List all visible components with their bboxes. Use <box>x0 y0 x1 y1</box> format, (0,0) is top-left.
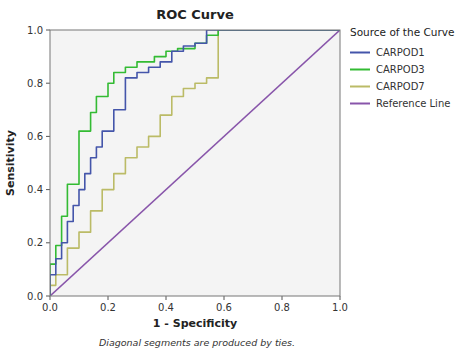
x-tick <box>282 296 283 300</box>
y-tick-label: 0.0 <box>27 291 43 302</box>
x-tick-label: 0.6 <box>216 302 232 313</box>
lines <box>50 30 340 296</box>
y-tick-label: 0.4 <box>27 184 43 195</box>
plot-area <box>50 30 340 296</box>
legend-swatch <box>350 52 370 54</box>
y-tick-label: 0.6 <box>27 131 43 142</box>
y-tick-label: 0.8 <box>27 78 43 89</box>
y-tick <box>46 189 50 190</box>
x-tick <box>224 296 225 300</box>
x-axis-label: 1 - Specificity <box>153 317 237 330</box>
legend: Source of the Curve CARPOD1 CARPOD3 CARPOD7… <box>350 26 454 109</box>
y-tick <box>46 242 50 243</box>
x-tick <box>108 296 109 300</box>
legend-entry: Reference Line <box>376 98 450 109</box>
x-tick-label: 0.0 <box>42 302 58 313</box>
y-tick <box>46 83 50 84</box>
x-tick-label: 0.2 <box>100 302 116 313</box>
legend-swatch <box>350 86 370 88</box>
legend-title: Source of the Curve <box>350 26 454 38</box>
y-axis-label: Sensitivity <box>4 130 17 196</box>
x-tick-label: 1.0 <box>332 302 348 313</box>
x-tick <box>340 296 341 300</box>
y-tick <box>46 296 50 297</box>
chart: 0.0 0.2 0.4 0.6 0.8 1.0 0.0 0.2 0.4 0.6 0.8 1.0 ROC … <box>0 0 474 354</box>
x-tick-label: 0.8 <box>274 302 290 313</box>
plot-frame <box>50 30 340 296</box>
x-tick-label: 0.4 <box>158 302 174 313</box>
axes: 0.0 0.2 0.4 0.6 0.8 1.0 0.0 0.2 0.4 0.6 0.8 1.0 <box>27 25 348 314</box>
x-tick <box>166 296 167 300</box>
legend-entry: CARPOD3 <box>376 64 425 75</box>
y-tick <box>46 136 50 137</box>
title: ROC Curve <box>156 7 234 22</box>
series-line <box>50 30 340 296</box>
series-line <box>50 30 340 296</box>
series-line <box>50 30 340 296</box>
y-tick-label: 0.2 <box>27 237 43 248</box>
legend-entry: CARPOD1 <box>376 47 425 58</box>
x-tick <box>50 296 51 300</box>
y-tick <box>46 30 50 31</box>
legend-swatch <box>350 69 370 71</box>
legend-entry: CARPOD7 <box>376 81 425 92</box>
series-line <box>50 30 340 296</box>
legend-swatch <box>350 103 370 105</box>
footnote: Diagonal segments are produced by ties. <box>99 337 295 348</box>
y-tick-label: 1.0 <box>27 25 43 36</box>
